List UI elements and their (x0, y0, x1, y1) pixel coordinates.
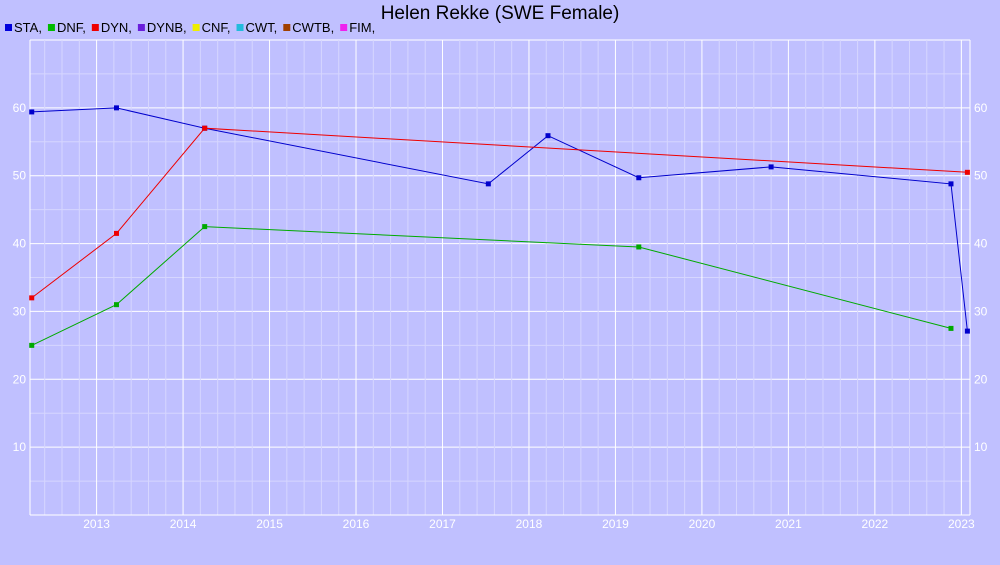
y-tick-label-left: 50 (13, 169, 27, 183)
y-tick-label-left: 20 (13, 372, 27, 386)
y-tick-label-right: 10 (974, 440, 988, 454)
y-tick-label-left: 30 (13, 304, 27, 318)
x-tick-label: 2020 (689, 517, 716, 531)
legend-swatch (137, 24, 145, 31)
series-line-dnf (31, 226, 952, 346)
data-point-dyn (202, 125, 208, 131)
x-tick-label: 2016 (343, 517, 370, 531)
legend-swatch (283, 24, 291, 31)
legend-swatch (91, 24, 99, 31)
x-tick-label: 2018 (516, 517, 543, 531)
chart-title: Helen Rekke (SWE Female) (381, 3, 620, 24)
y-tick-label-right: 20 (974, 372, 988, 386)
data-point-sta (768, 164, 774, 170)
y-tick-label-right: 50 (974, 169, 988, 183)
grid (30, 39, 970, 516)
data-point-sta (29, 109, 35, 115)
data-point-dnf (202, 224, 208, 230)
data-point-sta (948, 181, 954, 187)
legend-label: DYN, (101, 20, 132, 35)
data-point-sta (636, 175, 642, 181)
legend-swatch (340, 24, 348, 31)
legend-label: CNF, (202, 20, 231, 35)
data-point-dnf (29, 342, 35, 348)
data-point-dyn (964, 169, 970, 175)
legend-swatch (192, 24, 200, 31)
data-point-dyn (113, 230, 119, 236)
legend-label: DNF, (57, 20, 86, 35)
data-point-sta (485, 181, 491, 187)
y-tick-label-right: 30 (974, 304, 988, 318)
x-tick-label: 2019 (602, 517, 629, 531)
x-tick-label: 2021 (775, 517, 802, 531)
legend-swatch (47, 24, 55, 31)
x-tick-label: 2022 (862, 517, 889, 531)
legend-label: CWT, (246, 20, 278, 35)
data-point-sta (545, 133, 551, 139)
x-tick-label: 2013 (83, 517, 110, 531)
y-tick-label-right: 60 (974, 101, 988, 115)
data-point-dyn (29, 295, 35, 301)
legend: STA, DNF, DYN, DYNB, CNF, CWT, CWTB, FIM, (5, 20, 375, 35)
x-tick-label: 2023 (948, 517, 975, 531)
series-layer (29, 105, 970, 348)
series-line-dyn (31, 127, 968, 299)
legend-label: CWTB, (292, 20, 334, 35)
data-point-sta (113, 105, 119, 111)
x-tick-label: 2015 (256, 517, 283, 531)
y-tick-label-right: 40 (974, 237, 988, 251)
data-point-sta (964, 328, 970, 334)
legend-label: FIM, (349, 20, 375, 35)
x-tick-label: 2017 (429, 517, 456, 531)
legend-swatch (236, 24, 244, 31)
y-tick-label-left: 40 (13, 237, 27, 251)
legend-swatch (5, 24, 12, 31)
legend-label: STA, (14, 20, 42, 35)
data-point-dnf (113, 302, 119, 308)
data-point-dnf (948, 325, 954, 331)
y-tick-label-left: 10 (13, 440, 27, 454)
legend-label: DYNB, (147, 20, 187, 35)
x-tick-label: 2014 (170, 517, 197, 531)
data-point-dnf (636, 244, 642, 250)
y-tick-label-left: 60 (13, 101, 27, 115)
